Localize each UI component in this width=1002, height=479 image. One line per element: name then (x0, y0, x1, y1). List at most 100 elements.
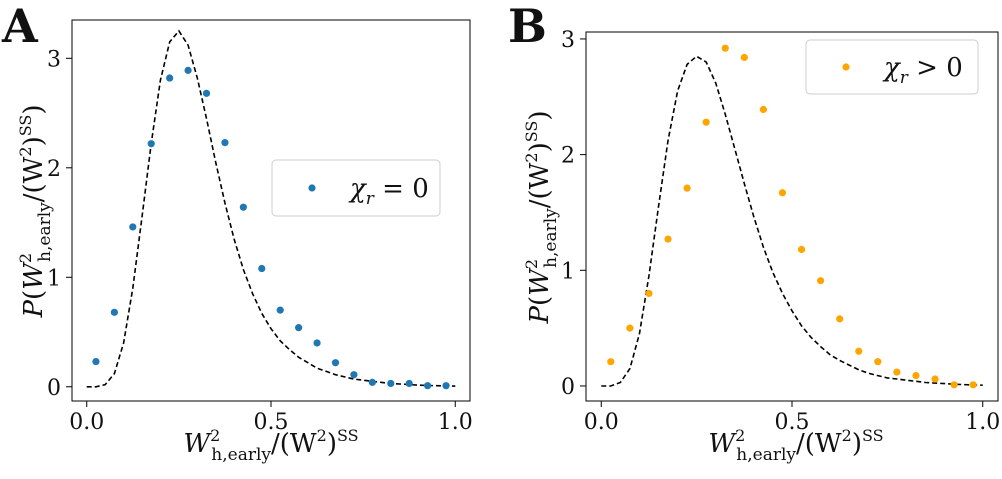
data-point (645, 289, 653, 298)
data-point (331, 359, 340, 367)
y-label-paren: ( (19, 290, 49, 300)
data-point (350, 371, 358, 379)
data-point (202, 89, 211, 97)
y-label-close: ) (19, 136, 49, 146)
x-tick-label: 0.5 (775, 410, 810, 435)
legend-label: χr = 0 (348, 174, 429, 209)
x-label-mid: /(W (796, 429, 842, 459)
legend-rel: > 0 (908, 53, 963, 83)
data-point (759, 105, 767, 114)
x-label-close: ) (327, 429, 337, 459)
y-label-w: W (525, 267, 555, 296)
legend-sub: r (366, 189, 375, 209)
data-point (778, 189, 787, 197)
x-tick-label: 1.0 (438, 410, 473, 435)
data-point (931, 375, 939, 383)
data-point (817, 277, 825, 285)
y-label-p: P (19, 300, 49, 319)
y-label-paren: ( (525, 296, 555, 306)
data-point (147, 140, 155, 148)
data-point (110, 308, 118, 316)
data-point (607, 358, 615, 366)
data-point (276, 306, 284, 314)
y-tick-label: 1 (561, 259, 575, 284)
x-label-sup3: SS (862, 426, 884, 445)
x-label-sup3: SS (337, 426, 359, 445)
x-axis-label: W2 h,early/(W2)SS (708, 426, 883, 465)
y-label-sub: h,early (35, 202, 55, 262)
x-label-w: W (183, 429, 212, 459)
y-tick-label: 1 (47, 266, 61, 291)
panel-letter: A (1, 0, 39, 53)
x-label-sub: h,early (211, 445, 271, 465)
data-point (702, 118, 710, 126)
panel-letter: B (508, 0, 547, 53)
data-point (258, 264, 266, 273)
y-axis-label: P(W2h,early/(W2)SS) (16, 104, 55, 318)
x-axis-label: W2 h,early/(W2)SS (183, 426, 358, 465)
y-label-sup1: 2 (16, 253, 35, 263)
data-point (184, 66, 192, 74)
y-tick-label: 2 (561, 144, 575, 169)
data-point (836, 315, 844, 323)
y-label-w: W (19, 261, 49, 290)
y-label-sup3: SS (522, 121, 541, 143)
data-point (797, 245, 806, 254)
legend-label: χr > 0 (882, 53, 963, 88)
legend-marker (308, 184, 316, 192)
data-point (969, 381, 977, 389)
y-label-close: ) (525, 142, 555, 152)
x-tick-label: 0.0 (584, 410, 619, 435)
y-label-p: P (525, 306, 555, 325)
data-point (424, 382, 432, 390)
data-point (912, 371, 920, 380)
y-label-sup2: 2 (16, 146, 35, 156)
legend-box (271, 159, 441, 217)
data-point (221, 139, 229, 147)
y-label-sup3: SS (16, 115, 35, 137)
legend-var: χ (882, 53, 902, 83)
fit-curve (601, 55, 983, 387)
legend-sub: r (900, 68, 909, 88)
data-point (92, 357, 100, 366)
legend-rel: = 0 (374, 174, 429, 204)
y-label-mid: /(W (525, 162, 555, 208)
data-point (874, 358, 882, 366)
y-label-end: ) (19, 104, 49, 114)
x-label-sup1: 2 (735, 426, 745, 445)
data-point (683, 184, 691, 192)
x-tick-label: 1.0 (965, 410, 1000, 435)
x-label-sup2: 2 (842, 426, 852, 445)
legend: χr = 0 (271, 159, 441, 217)
x-label-sup1: 2 (210, 426, 220, 445)
x-label-sup2: 2 (317, 426, 327, 445)
fit-curve (86, 29, 456, 388)
y-label-mid: /(W (19, 156, 49, 202)
legend-marker (842, 63, 850, 71)
x-label-sub: h,early (736, 445, 796, 465)
data-point (368, 378, 376, 386)
x-tick-label: 0.0 (69, 410, 104, 435)
y-tick-label: 2 (47, 157, 61, 182)
legend-box (805, 39, 979, 95)
data-point (313, 339, 321, 347)
legend: χr > 0 (805, 39, 979, 95)
data-point (950, 381, 958, 389)
x-label-w: W (708, 429, 737, 459)
data-point (855, 347, 863, 355)
y-axis-label: P(W2h,early/(W2)SS) (522, 110, 561, 324)
y-tick-label: 3 (47, 47, 61, 72)
y-label-sub: h,early (541, 208, 561, 268)
data-point (664, 235, 672, 243)
x-label-mid: /(W (271, 429, 317, 459)
data-point (129, 223, 137, 231)
data-point (626, 324, 634, 332)
data-point (893, 368, 901, 376)
data-point (239, 203, 247, 211)
legend-var: χ (348, 174, 368, 204)
y-label-end: ) (525, 110, 555, 120)
x-label-close: ) (852, 429, 862, 459)
